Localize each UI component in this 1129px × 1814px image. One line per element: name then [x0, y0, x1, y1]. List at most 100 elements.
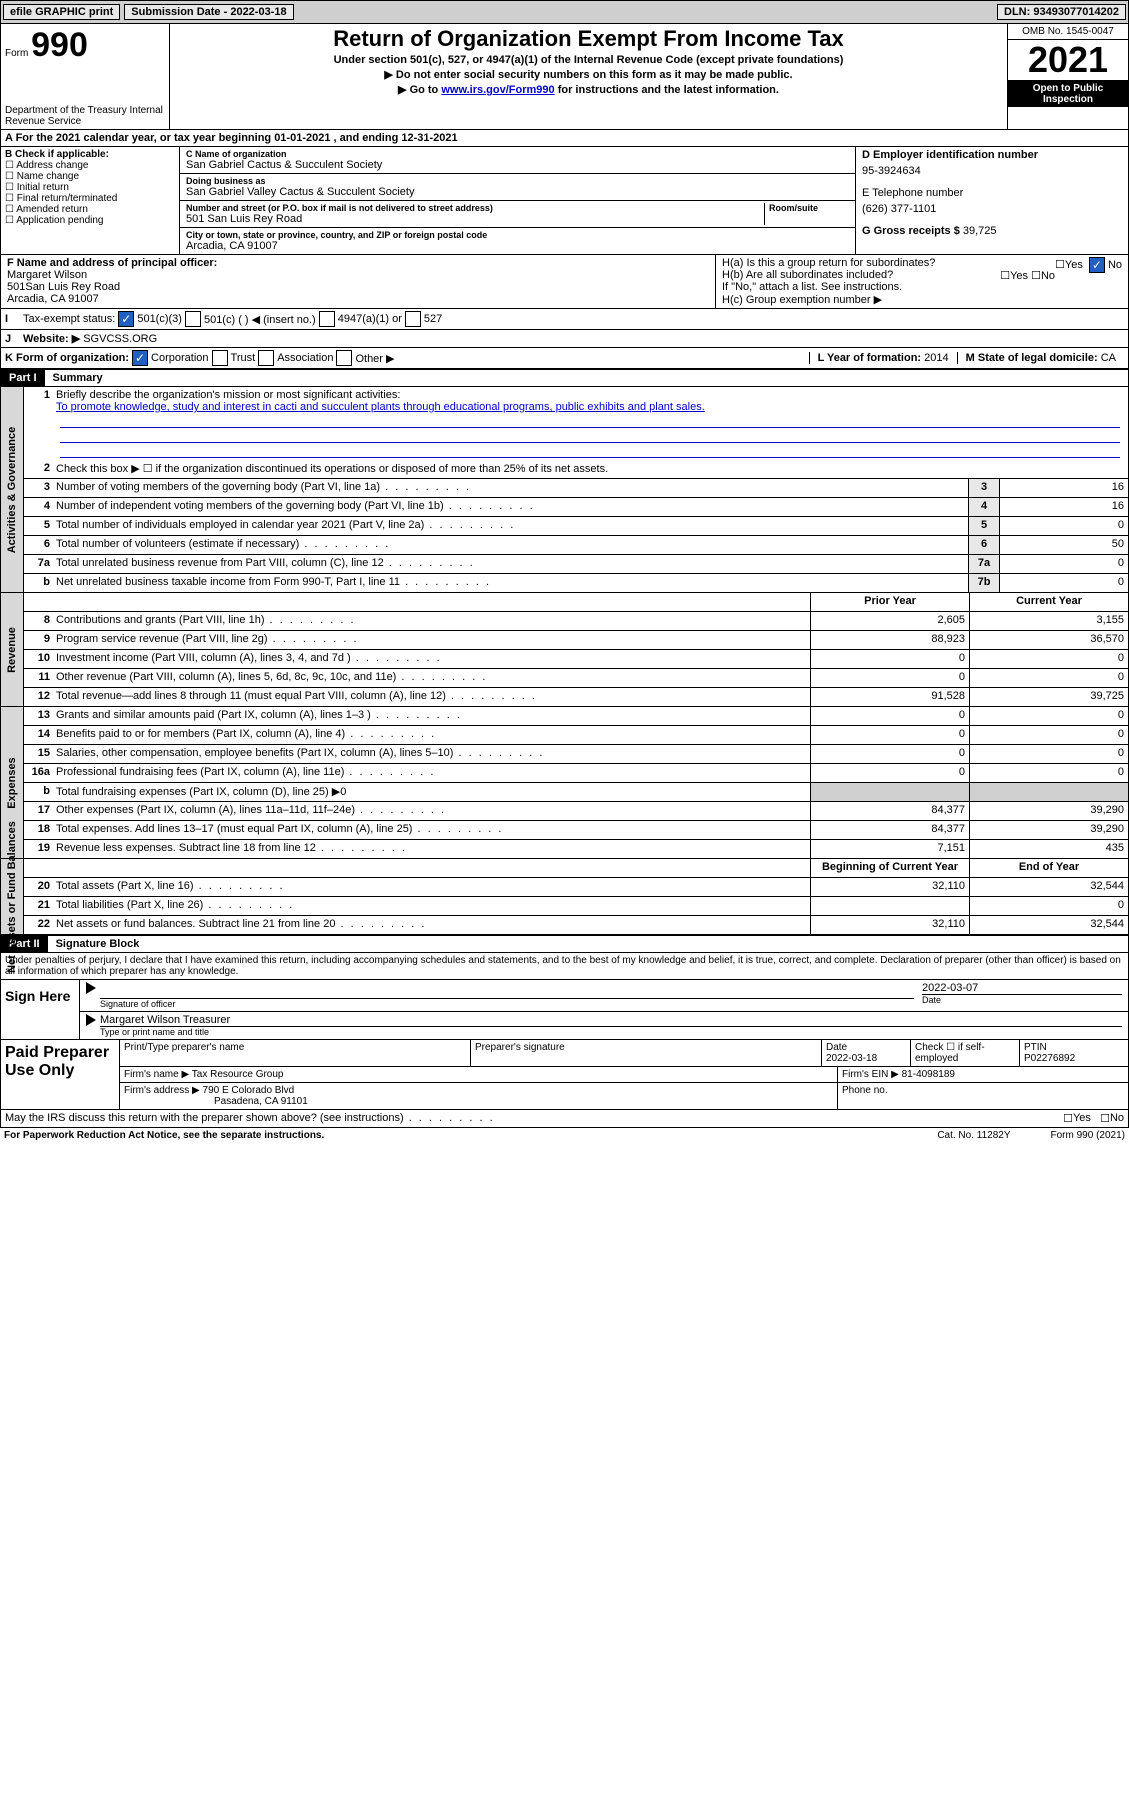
officer-name: Margaret Wilson	[7, 269, 709, 281]
chk-527[interactable]	[405, 311, 421, 327]
summary-line: 7aTotal unrelated business revenue from …	[24, 555, 1128, 574]
form-ref: Form 990 (2021)	[1051, 1130, 1125, 1141]
header-sub2: ▶ Do not enter social security numbers o…	[176, 68, 1001, 81]
arrow-icon	[86, 1014, 96, 1026]
section-governance: Activities & Governance 1 Briefly descri…	[0, 387, 1129, 593]
summary-line: 21Total liabilities (Part X, line 26)0	[24, 897, 1128, 916]
may-no[interactable]: No	[1110, 1112, 1124, 1125]
h-c: H(c) Group exemption number ▶	[722, 293, 1122, 306]
chk-association[interactable]	[258, 350, 274, 366]
return-title: Return of Organization Exempt From Incom…	[176, 26, 1001, 52]
city-state-zip: Arcadia, CA 91007	[186, 240, 849, 252]
form-number: 990	[31, 26, 88, 64]
header-sub3: ▶ Go to www.irs.gov/Form990 for instruct…	[176, 83, 1001, 96]
m-state: M State of legal domicile: CA	[957, 352, 1124, 364]
printed-name-label: Type or print name and title	[100, 1026, 1122, 1037]
may-discuss-text: May the IRS discuss this return with the…	[5, 1112, 495, 1125]
page-footer: For Paperwork Reduction Act Notice, see …	[0, 1128, 1129, 1143]
chk-final-return[interactable]: ☐ Final return/terminated	[5, 193, 175, 204]
l-year: L Year of formation: 2014	[809, 352, 957, 364]
part1-bar: Part I Summary	[0, 369, 1129, 387]
mission-label: Briefly describe the organization's miss…	[56, 389, 400, 401]
gross-value: 39,725	[963, 225, 997, 237]
open-public-badge: Open to Public Inspection	[1008, 81, 1128, 107]
h-b-note: If "No," attach a list. See instructions…	[722, 281, 1122, 293]
chk-address-change[interactable]: ☐ Address change	[5, 160, 175, 171]
summary-line: 16aProfessional fundraising fees (Part I…	[24, 764, 1128, 783]
goto-pre: ▶ Go to	[398, 84, 441, 96]
firm-ein: Firm's EIN ▶ 81-4098189	[837, 1067, 1128, 1082]
summary-line: 9Program service revenue (Part VIII, lin…	[24, 631, 1128, 650]
dba-name: San Gabriel Valley Cactus & Succulent So…	[186, 186, 849, 198]
chk-4947[interactable]	[319, 311, 335, 327]
officer-addr1: 501San Luis Rey Road	[7, 281, 709, 293]
chk-name-change[interactable]: ☐ Name change	[5, 171, 175, 182]
chk-501c3[interactable]: ✓	[118, 311, 134, 327]
chk-other[interactable]	[336, 350, 352, 366]
cat-no: Cat. No. 11282Y	[937, 1130, 1010, 1141]
hdr-prior-year: Prior Year	[810, 593, 969, 611]
firm-name: Firm's name ▶ Tax Resource Group	[119, 1067, 837, 1082]
dln-label: DLN:	[1004, 6, 1033, 18]
dept-treasury: Department of the Treasury Internal Reve…	[5, 105, 165, 127]
row-f-h: F Name and address of principal officer:…	[0, 255, 1129, 309]
summary-line: 2Check this box ▶ ☐ if the organization …	[24, 460, 1128, 479]
submission-date: Submission Date - 2022-03-18	[124, 4, 293, 20]
summary-line: 4Number of independent voting members of…	[24, 498, 1128, 517]
chk-initial-return[interactable]: ☐ Initial return	[5, 182, 175, 193]
col-h-group: H(a) Is this a group return for subordin…	[716, 255, 1128, 308]
summary-line: 11Other revenue (Part VIII, column (A), …	[24, 669, 1128, 688]
part2-title: Signature Block	[48, 938, 140, 950]
sign-here-label: Sign Here	[1, 980, 80, 1039]
phone-value: (626) 377-1101	[862, 203, 1122, 215]
street-address: 501 San Luis Rey Road	[186, 213, 764, 225]
org-name: San Gabriel Cactus & Succulent Society	[186, 159, 849, 171]
phone-label: E Telephone number	[862, 187, 1122, 199]
c-name-label: C Name of organization	[186, 149, 849, 159]
part1-title: Summary	[45, 372, 103, 384]
col-b-checkboxes: B Check if applicable: ☐ Address change …	[1, 147, 180, 254]
chk-self-employed[interactable]: Check ☐ if self-employed	[910, 1040, 1019, 1066]
gross-receipts: G Gross receipts $ 39,725	[862, 225, 1122, 237]
i-label: Tax-exempt status:	[23, 313, 115, 325]
ptin: PTINP02276892	[1019, 1040, 1128, 1066]
irs-link[interactable]: www.irs.gov/Form990	[441, 84, 554, 96]
b-label: B Check if applicable:	[5, 149, 175, 160]
may-yes[interactable]: Yes	[1073, 1112, 1091, 1125]
col-f-officer: F Name and address of principal officer:…	[1, 255, 716, 308]
summary-line: 5Total number of individuals employed in…	[24, 517, 1128, 536]
row-k-form-org: K Form of organization: ✓Corporation Tru…	[0, 348, 1129, 369]
section-net-assets: Net Assets or Fund Balances Beginning of…	[0, 859, 1129, 935]
efile-button[interactable]: efile GRAPHIC print	[3, 4, 120, 20]
summary-line: 8Contributions and grants (Part VIII, li…	[24, 612, 1128, 631]
vtab-governance: Activities & Governance	[1, 387, 24, 592]
addr-label: Number and street (or P.O. box if mail i…	[186, 203, 764, 213]
vtab-revenue: Revenue	[1, 593, 24, 706]
paperwork-notice: For Paperwork Reduction Act Notice, see …	[4, 1130, 937, 1141]
summary-line: 15Salaries, other compensation, employee…	[24, 745, 1128, 764]
vtab-net-assets: Net Assets or Fund Balances	[1, 859, 24, 934]
subdate-value: 2022-03-18	[230, 6, 286, 18]
sign-date-label: Date	[922, 994, 1122, 1005]
summary-line: bTotal fundraising expenses (Part IX, co…	[24, 783, 1128, 802]
prep-date: Date2022-03-18	[821, 1040, 910, 1066]
signature-block: Under penalties of perjury, I declare th…	[0, 953, 1129, 1128]
summary-line: 17Other expenses (Part IX, column (A), l…	[24, 802, 1128, 821]
officer-addr2: Arcadia, CA 91007	[7, 293, 709, 305]
summary-line: 13Grants and similar amounts paid (Part …	[24, 707, 1128, 726]
chk-amended-return[interactable]: ☐ Amended return	[5, 204, 175, 215]
chk-501c[interactable]	[185, 311, 201, 327]
j-label: Website: ▶	[23, 332, 80, 345]
summary-line: 3Number of voting members of the governi…	[24, 479, 1128, 498]
may-discuss-row: May the IRS discuss this return with the…	[1, 1109, 1128, 1127]
chk-corporation[interactable]: ✓	[132, 350, 148, 366]
hdr-end: End of Year	[969, 859, 1128, 877]
chk-trust[interactable]	[212, 350, 228, 366]
website-value: SGVCSS.ORG	[83, 333, 157, 345]
ein-value: 95-3924634	[862, 165, 1122, 177]
firm-address: Firm's address ▶ 790 E Colorado Blvd Pas…	[119, 1083, 837, 1109]
paid-preparer-section: Paid Preparer Use Only Print/Type prepar…	[1, 1039, 1128, 1109]
chk-app-pending[interactable]: ☐ Application pending	[5, 215, 175, 226]
mission-text: To promote knowledge, study and interest…	[56, 401, 705, 413]
summary-line: 14Benefits paid to or for members (Part …	[24, 726, 1128, 745]
